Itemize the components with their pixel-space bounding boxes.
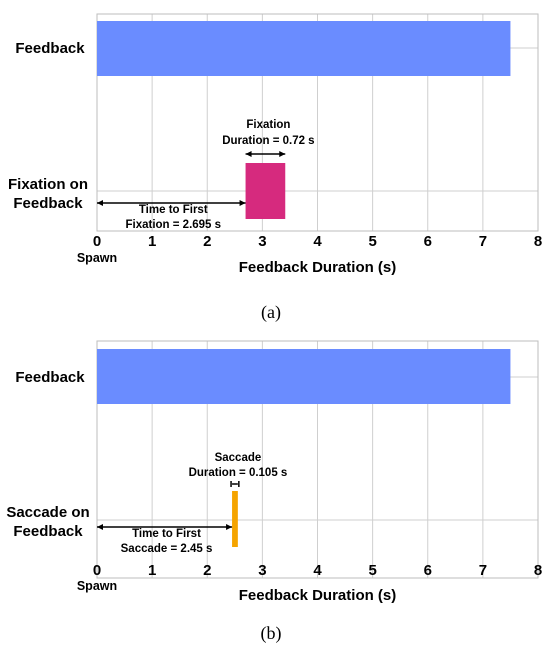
- category-label: Feedback: [15, 40, 85, 57]
- time-to-first-arrowhead: [226, 524, 233, 530]
- x-tick-label: 7: [479, 562, 487, 579]
- x-tick-label: 2: [203, 233, 211, 250]
- x-tick-label: 1: [148, 233, 156, 250]
- category-label: Saccade on: [6, 504, 89, 521]
- x-tick-label: 4: [313, 233, 322, 250]
- category-label: Feedback: [15, 369, 85, 386]
- x-tick-label: 6: [424, 562, 432, 579]
- time-to-first-arrowhead: [97, 200, 103, 206]
- x-tick-label: 5: [368, 562, 376, 579]
- x-tick-label: 4: [313, 562, 322, 579]
- duration-arrowhead: [279, 151, 286, 157]
- time-to-first-annotation: Fixation = 2.695 s: [125, 219, 221, 231]
- category-label: Fixation on: [8, 176, 88, 193]
- origin-label: Spawn: [77, 251, 117, 265]
- x-tick-label: 8: [534, 562, 542, 579]
- bar-feedback: [97, 21, 511, 76]
- x-tick-label: 8: [534, 233, 542, 250]
- duration-annotation: Duration = 0.105 s: [189, 467, 288, 479]
- bar-event: [245, 163, 286, 219]
- x-tick-label: 3: [258, 562, 266, 579]
- origin-label: Spawn: [77, 579, 117, 593]
- x-axis-label: Feedback Duration (s): [239, 587, 397, 604]
- duration-annotation: Duration = 0.72 s: [222, 135, 314, 147]
- x-tick-label: 5: [368, 233, 376, 250]
- x-tick-label: 2: [203, 562, 211, 579]
- x-tick-label: 0: [93, 562, 101, 579]
- subcaption: (b): [261, 623, 282, 644]
- category-label: Feedback: [13, 195, 83, 212]
- duration-arrowhead: [230, 481, 240, 487]
- x-tick-label: 1: [148, 562, 156, 579]
- x-tick-label: 0: [93, 233, 101, 250]
- x-tick-label: 3: [258, 233, 266, 250]
- subcaption: (a): [261, 302, 281, 323]
- x-axis-label: Feedback Duration (s): [239, 259, 397, 276]
- time-to-first-arrowhead: [239, 200, 246, 206]
- bar-feedback: [97, 349, 511, 404]
- category-label: Feedback: [13, 523, 83, 540]
- time-to-first-annotation: Saccade = 2.45 s: [121, 543, 213, 555]
- duration-arrowhead: [245, 151, 252, 157]
- duration-annotation: Fixation: [246, 119, 290, 131]
- x-tick-label: 6: [424, 233, 432, 250]
- x-tick-label: 7: [479, 233, 487, 250]
- bar-event: [232, 491, 238, 547]
- time-to-first-annotation: Time to First: [132, 528, 201, 540]
- time-to-first-annotation: Time to First: [139, 204, 208, 216]
- duration-annotation: Saccade: [215, 452, 262, 464]
- time-to-first-arrowhead: [97, 524, 103, 530]
- plot-frame: [96, 340, 539, 579]
- plot-frame: [96, 13, 539, 232]
